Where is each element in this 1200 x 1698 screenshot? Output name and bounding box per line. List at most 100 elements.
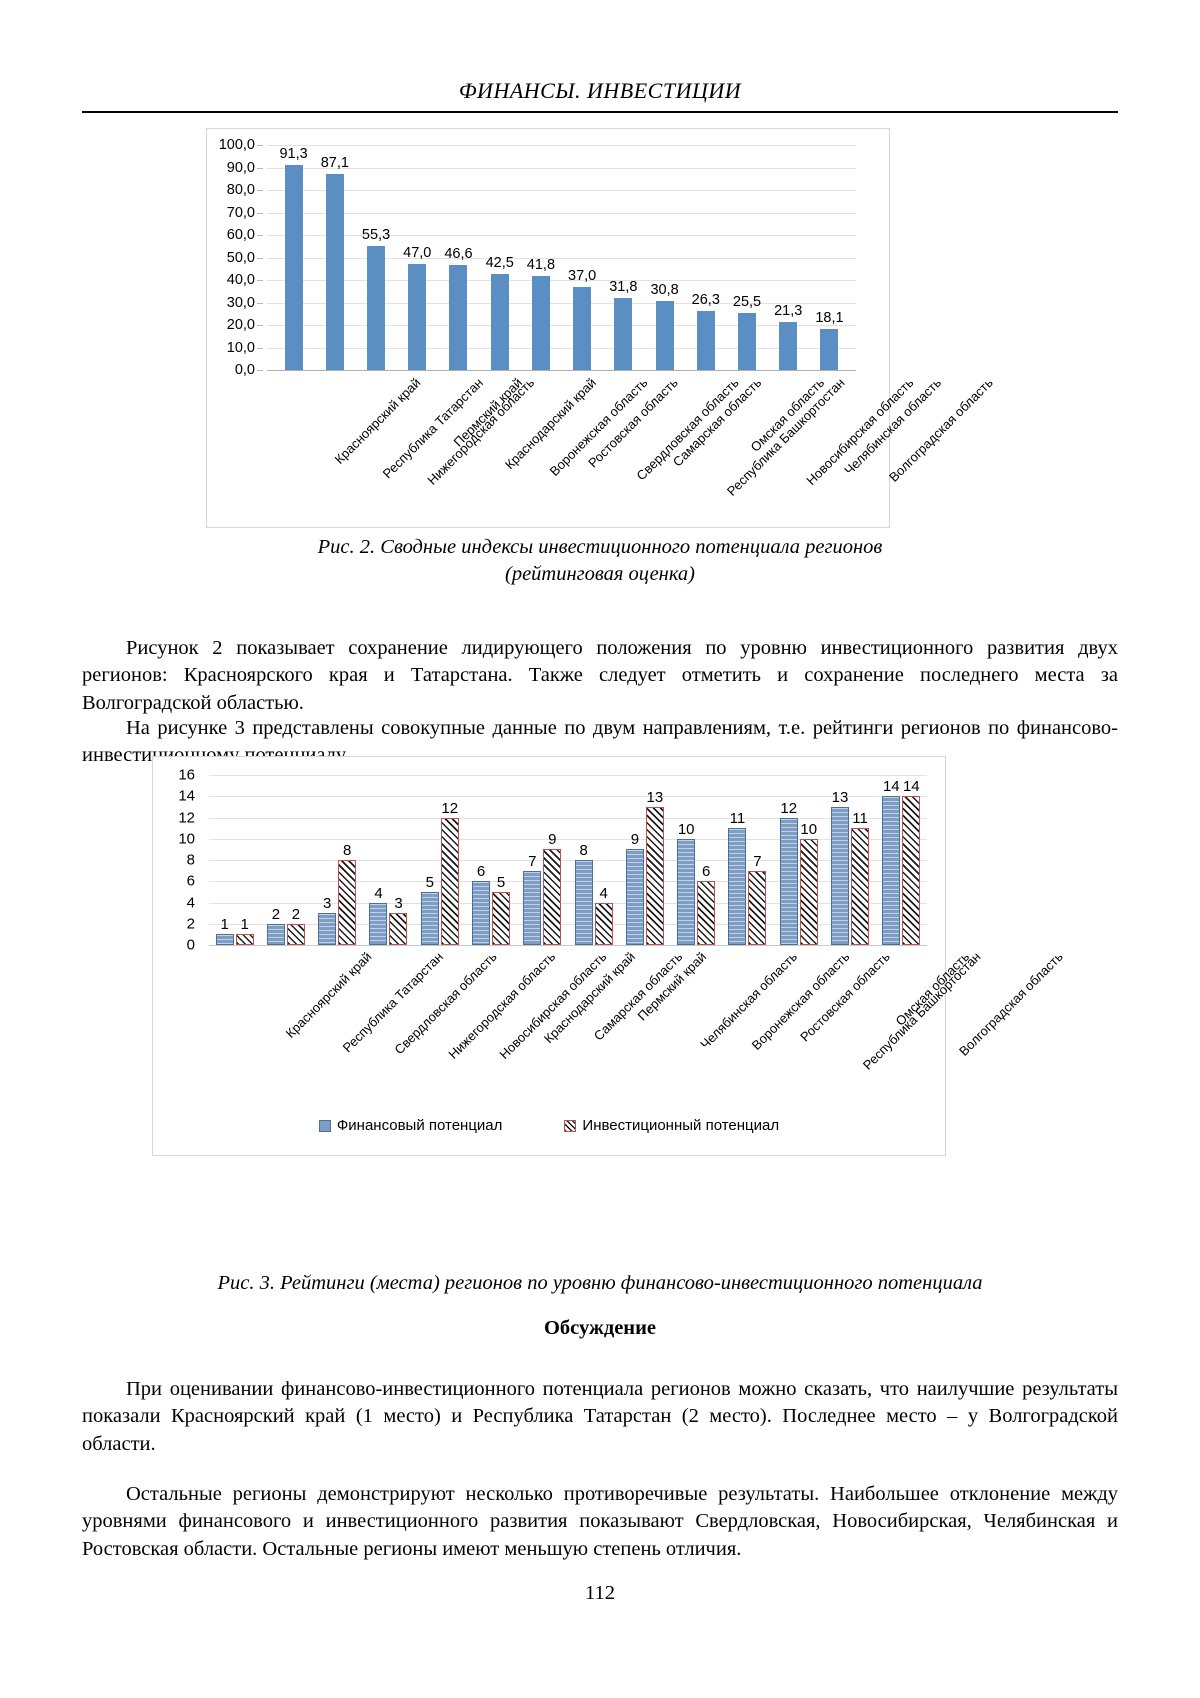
chart-2-bar-inv: 9: [543, 831, 562, 945]
figure-2-caption-line-2: (рейтинговая оценка): [505, 563, 695, 586]
chart-1-bar-value-label: 42,5: [485, 255, 514, 272]
chart-2-bar-value-label: 6: [476, 863, 486, 881]
chart-1-bar-value-label: 55,3: [361, 226, 391, 243]
chart-1-bar-value-label: 47,0: [403, 245, 432, 262]
chart-1-bar: 37,0: [568, 268, 596, 370]
chart-1-bar: 55,3: [362, 227, 390, 370]
chart-2-bar-value-label: 2: [291, 905, 301, 923]
chart-1-y-tick-mark: [257, 325, 263, 326]
chart-2-bar-fin: 9: [625, 831, 644, 945]
chart-1-bar: 87,1: [321, 155, 349, 370]
chart-2-bar-value-label: 1: [220, 916, 229, 934]
chart-2-legend: Финансовый потенциал Инвестиционный потен…: [153, 1117, 945, 1134]
chart-1-y-tick-mark: [257, 167, 263, 169]
chart-2-bar-inv: 3: [389, 895, 408, 945]
chart-1-bar-cell: 47,0: [397, 145, 438, 370]
chart-2-bar-value-label: 11: [852, 810, 868, 828]
chart-2-bar-fin: 4: [369, 885, 388, 945]
chart-1-bar-value-label: 37,0: [568, 267, 597, 284]
chart-2-bar-value-label: 4: [599, 884, 608, 902]
chart-2-y-tick-label: 8: [186, 851, 195, 869]
chart-2-bar-group: 11 7: [722, 775, 773, 945]
chart-2-bar-value-label: 9: [548, 831, 557, 849]
chart-2-bar-fin: 7: [523, 853, 542, 945]
chart-2-bar-value-label: 10: [800, 820, 818, 838]
paragraph-3: При оценивании финансово-инвестиционного…: [82, 1377, 1118, 1456]
chart-2-bar-value-label: 8: [343, 842, 352, 859]
chart-1-bar: 21,3: [774, 303, 802, 370]
chart-2-bar-inv: 11: [851, 810, 870, 945]
chart-1-bar: 41,8: [527, 257, 555, 370]
chart-1-y-tick-mark: [257, 212, 263, 214]
chart-1-bar-cell: 18,1: [809, 145, 850, 370]
chart-2-category-label: Омская область: [892, 949, 973, 1029]
chart-1-y-axis: 100,0 90,0 80,0 70,0 60,0 50,0 40,0 30,0 20,0 10,…: [207, 137, 263, 378]
chart-2-bar-group: 12 10: [773, 775, 824, 945]
chart-1-bar-cell: 42,5: [479, 145, 520, 370]
chart-1-y-tick-mark: [257, 190, 263, 191]
chart-1-category-label: Пермский край: [450, 375, 526, 450]
chart-1-y-tick-label: 0,0: [234, 362, 255, 378]
chart-1-gridline: [267, 370, 856, 371]
chart-2-bar-value-label: 5: [496, 873, 506, 891]
chart-2-bar-group: 14 14: [876, 775, 927, 945]
legend-swatch-fin-icon: [318, 1119, 331, 1132]
section-heading-discussion: Обсуждение: [543, 1317, 657, 1339]
chart-1-bar-cell: 91,3: [273, 145, 314, 370]
chart-1-y-tick-mark: [257, 302, 263, 304]
chart-2-bar-value-label: 11: [729, 810, 746, 828]
chart-2-bar-inv: 5: [492, 874, 511, 945]
chart-1-gridline: [267, 325, 856, 326]
chart-1-bar-value-label: 30,8: [650, 281, 679, 298]
chart-1-bar-value-label: 21,3: [774, 303, 803, 320]
running-head-text: ФИНАНСЫ. ИНВЕСТИЦИИ: [458, 78, 742, 103]
chart-2-bar-groups: 1 1 2 2 3 8 4 3 5 12 6 5 7 9 8 4 9 13 10 6 11 7 12 10 13 11 14 14: [209, 775, 927, 945]
chart-1-gridline: [267, 167, 856, 169]
chart-1-y-tick-label: 50,0: [226, 249, 255, 266]
chart-2-bar-inv: 2: [286, 906, 305, 945]
legend-swatch-inv-icon: [564, 1119, 577, 1132]
chart-2-bar-group: 10 6: [671, 775, 722, 945]
chart-2-bar-value-label: 6: [702, 863, 711, 881]
running-head-rule: [82, 111, 1118, 113]
chart-2-gridline: [209, 945, 927, 946]
chart-1-bar-cell: 21,3: [768, 145, 809, 370]
chart-1-y-tick-mark: [257, 145, 263, 146]
chart-2-bar-inv: 13: [645, 789, 664, 945]
chart-2-bar-value-label: 10: [677, 820, 695, 838]
chart-2-legend-item: Инвестиционный потенциал: [564, 1117, 779, 1134]
figure-2-caption-line-1: Рис. 2. Сводные индексы инвестиционного …: [317, 536, 883, 558]
chart-2-bar-group: 13 11: [824, 775, 875, 945]
chart-1-bar: 42,5: [486, 255, 514, 370]
chart-2-y-tick-label: 10: [178, 830, 195, 848]
figure-2-caption: Рис. 2. Сводные индексы инвестиционного …: [82, 534, 1118, 588]
chart-1-y-tick-mark: [257, 347, 263, 349]
chart-2-bar-inv: 10: [799, 821, 818, 945]
chart-1-y-tick-mark: [257, 280, 263, 281]
chart-2-bar-inv: 7: [748, 853, 767, 945]
chart-1-y-tick-label: 30,0: [226, 294, 255, 311]
chart-1: 100,0 90,0 80,0 70,0 60,0 50,0 40,0 30,0 20,0 10,…: [207, 129, 996, 527]
chart-2-bar-fin: 10: [677, 821, 696, 945]
chart-1-y-tick-label: 40,0: [226, 272, 255, 288]
paragraph-4: Остальные регионы демонстрируют нескольк…: [82, 1482, 1118, 1561]
chart-2-gridline: [209, 775, 927, 776]
chart-2-bar-value-label: 14: [882, 778, 900, 796]
chart-1-gridline: [267, 302, 856, 304]
chart-1-bar-value-label: 31,8: [609, 279, 638, 296]
figure-3-chart: 16 14 12 10 8 6 4 2 0 1 1 2 2 3 8 4 3 5 12 6 5 7 9 8 4 9 13 10 6 11 7…: [152, 756, 1066, 1156]
chart-1-bar-value-label: 18,1: [815, 310, 844, 327]
chart-2-y-tick-label: 0: [186, 936, 195, 954]
chart-2-bar-fin: 12: [779, 800, 798, 945]
chart-1-category-label: Свердловская область: [632, 375, 742, 484]
chart-1-bar: 30,8: [650, 282, 679, 370]
chart-2-bar-value-label: 3: [394, 895, 403, 913]
chart-1-gridline: [267, 145, 856, 146]
chart-1-y-tick-mark: [257, 257, 263, 259]
chart-1-y-tick-mark: [257, 370, 263, 371]
